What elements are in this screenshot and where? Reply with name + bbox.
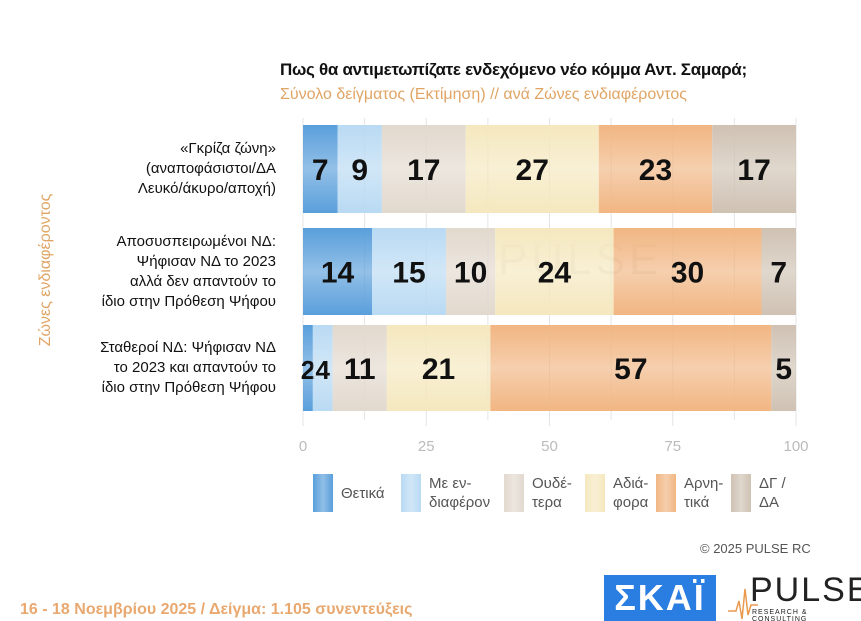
bar-segment xyxy=(712,125,796,213)
bar-segment xyxy=(303,228,373,315)
legend-label: Θετικά xyxy=(341,484,385,502)
bar-segment xyxy=(303,325,313,411)
legend-swatch xyxy=(401,474,421,512)
x-tick-label: 0 xyxy=(299,438,307,455)
bar-segment xyxy=(761,228,796,315)
data-label: 24 xyxy=(538,257,572,290)
chart-title: Πως θα αντιμετωπίζατε ενδεχόμενο νέο κόμ… xyxy=(280,60,747,79)
chart-subtitle: Σύνολο δείγματος (Εκτίμηση) // ανά Ζώνες… xyxy=(280,86,687,103)
data-label: 21 xyxy=(422,353,455,386)
bar-segment xyxy=(381,125,466,213)
category-label: «Γκρίζα ζώνη» (αναποφάσιστοι/ΔΑ Λευκό/άκυρ… xyxy=(137,140,276,197)
legend-label: Αδιά-φορα xyxy=(613,475,649,511)
data-label: 7 xyxy=(312,154,329,187)
data-label: 17 xyxy=(737,154,770,187)
legend-item: ΔΓ / ΔΑ xyxy=(731,474,786,512)
data-label: 4 xyxy=(315,355,330,385)
bar-segment xyxy=(490,325,772,411)
legend-item: Θετικά xyxy=(313,474,385,512)
copyright: © 2025 PULSE RC xyxy=(700,541,811,556)
data-label: 15 xyxy=(392,257,425,290)
x-tick-label: 100 xyxy=(783,438,808,455)
data-label: 2 xyxy=(301,355,315,385)
date-sample-note: 16 - 18 Νοεμβρίου 2025 / Δείγμα: 1.105 σ… xyxy=(20,601,413,618)
bar-segment xyxy=(332,325,387,411)
data-label: 10 xyxy=(454,257,487,290)
data-label: 27 xyxy=(516,154,549,187)
legend-item: Αρνη-τικά xyxy=(656,474,723,512)
data-label: 57 xyxy=(614,353,647,386)
bar-segment xyxy=(372,228,446,315)
legend-item: Με εν-διαφέρον xyxy=(401,474,490,512)
bar-segment xyxy=(613,228,762,315)
data-label: 23 xyxy=(639,154,672,187)
data-label: 30 xyxy=(671,257,704,290)
legend-swatch xyxy=(504,474,524,512)
legend-label: Ουδέ-τερα xyxy=(532,475,572,511)
skai-logo: ΣΚΑΪ xyxy=(604,575,716,621)
legend-item: Ουδέ-τερα xyxy=(504,474,572,512)
data-label: 7 xyxy=(770,257,787,290)
legend-label: Αρνη-τικά xyxy=(684,475,724,511)
bar-segment xyxy=(598,125,713,213)
legend-swatch xyxy=(656,474,676,512)
data-label: 11 xyxy=(344,353,376,386)
bar-segment xyxy=(337,125,382,213)
data-label: 14 xyxy=(321,257,355,290)
bar-segment xyxy=(312,325,333,411)
data-label: 9 xyxy=(351,154,368,187)
bar-segment xyxy=(445,228,496,315)
bar-segment xyxy=(303,125,338,213)
data-label: 5 xyxy=(775,353,792,386)
bar-segment xyxy=(386,325,491,411)
legend-swatch xyxy=(585,474,605,512)
x-tick-label: 50 xyxy=(541,438,558,455)
legend-label: Με εν-διαφέρον xyxy=(429,475,491,511)
legend-swatch xyxy=(313,474,333,512)
legend-item: Αδιά-φορα xyxy=(585,474,648,512)
legend-label: ΔΓ / ΔΑ xyxy=(759,475,786,511)
data-label: 17 xyxy=(407,154,440,187)
category-label: Σταθεροί ΝΔ: Ψήφισαν ΝΔ το 2023 και απαντ… xyxy=(100,339,276,396)
bar-segment xyxy=(465,125,599,213)
bar-segment xyxy=(495,228,614,315)
bar-segment xyxy=(771,325,796,411)
legend-swatch xyxy=(731,474,751,512)
category-label: Αποσυσπειρωμένοι ΝΔ: Ψήφισαν ΝΔ το 2023 αλ… xyxy=(101,232,276,310)
pulse-logo: PULSE RESEARCH & CONSULTING xyxy=(728,571,861,621)
x-tick-label: 25 xyxy=(418,438,435,455)
x-tick-label: 75 xyxy=(664,438,681,455)
